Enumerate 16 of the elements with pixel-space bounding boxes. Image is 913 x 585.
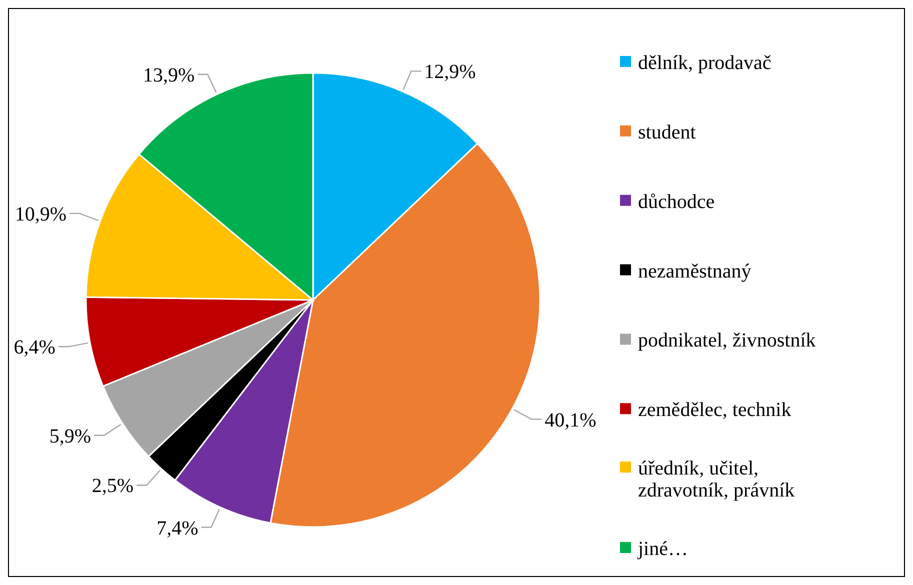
legend-label: úředník, učitel, zdravotník, právník — [638, 458, 795, 502]
data-label: 7,4% — [156, 517, 198, 540]
data-label: 10,9% — [14, 203, 67, 226]
legend-label: zemědělec, technik — [638, 399, 792, 422]
legend-label: podnikatel, živnostník — [638, 330, 816, 352]
data-label: 13,9% — [143, 64, 195, 86]
data-label: 6,4% — [14, 336, 56, 359]
legend-label: jiné… — [637, 538, 688, 560]
legend-label: student — [638, 121, 696, 144]
legend-label: nezaměstnaný — [638, 260, 752, 282]
data-label: 12,9% — [424, 61, 476, 84]
legend-label: důchodce — [638, 190, 715, 213]
data-label: 2,5% — [92, 475, 134, 498]
data-label: 5,9% — [49, 425, 92, 448]
legend-label: dělník, prodavač — [638, 52, 772, 74]
data-label: 40,1% — [544, 409, 596, 432]
